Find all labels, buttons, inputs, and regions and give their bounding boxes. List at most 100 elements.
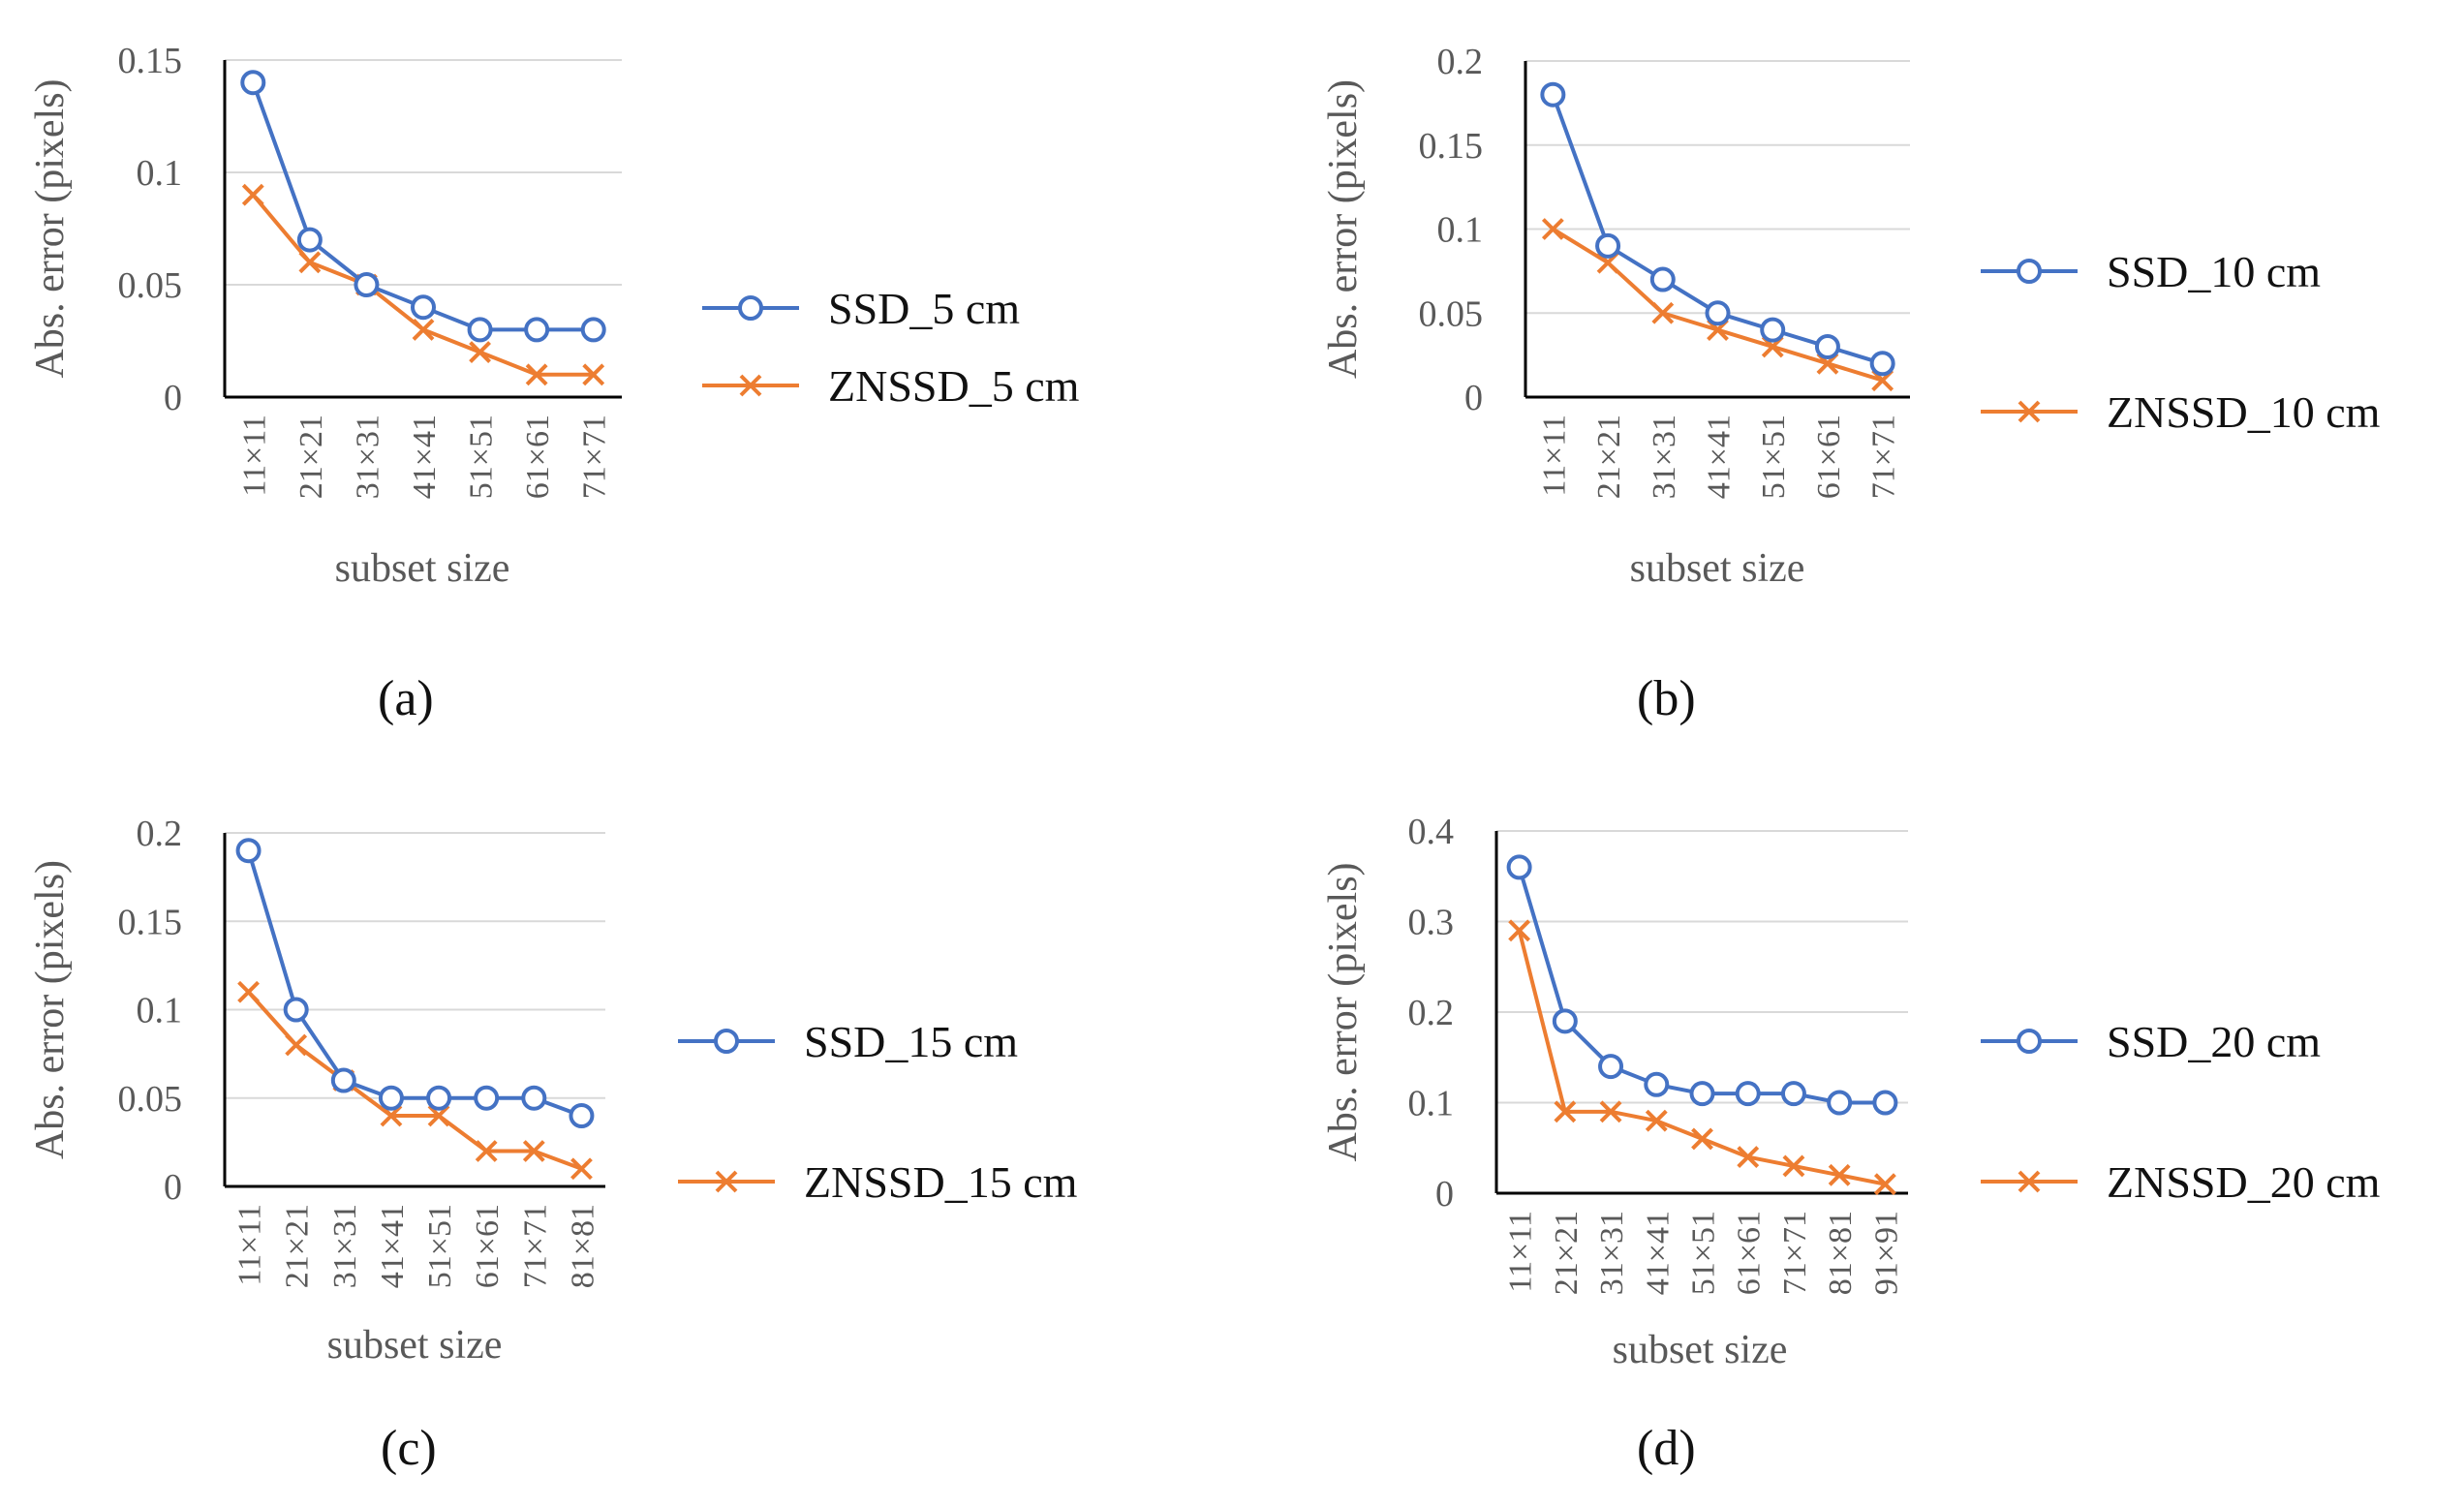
x-tick-label: 21×21 [280,1204,316,1288]
x-tick-label: 71×71 [1866,415,1902,499]
legend-label: ZNSSD_5 cm [828,361,1080,411]
data-point-znssd [1651,301,1675,324]
data-point-znssd [1782,1154,1805,1178]
data-point-ssd [580,317,606,343]
y-tick-label: 0.4 [1408,812,1455,852]
y-tick-label: 0.1 [1408,1084,1455,1124]
data-point-znssd [427,1104,450,1127]
legend-marker [2017,259,2042,284]
data-point-znssd [1828,1163,1851,1186]
y-tick-label: 0 [164,378,182,418]
x-tick-label: 61×61 [1811,415,1847,499]
y-tick-label: 0.05 [118,1079,183,1120]
legend-marker [738,295,763,321]
data-point-ssd [1780,1081,1806,1107]
y-tick-label: 0 [164,1167,182,1208]
x-tick-label: 21×21 [293,415,329,499]
y-tick-label: 0.2 [137,814,183,854]
y-tick-label: 0.15 [1419,126,1484,167]
data-point-ssd [330,1067,356,1093]
data-point-ssd [235,838,262,864]
x-tick-label: 61×61 [470,1204,506,1288]
y-axis-title: Abs. error (pixels) [1321,79,1366,379]
panel-label-a: (a) [378,671,434,726]
data-point-znssd [298,251,322,274]
chart-panel-d: 0 0.1 0.2 0.3 0.4 11×11 21×21 31×31 41×41 51×51 61… [1321,812,2381,1372]
x-tick-label: 51×51 [1756,415,1792,499]
x-tick-label: 41×41 [407,415,443,499]
y-tick-label: 0 [1435,1174,1454,1215]
data-point-ssd [524,317,550,343]
y-tick-label: 0.1 [137,991,183,1031]
legend-marker [2017,1170,2041,1193]
y-axis-title: Abs. error (pixels) [28,860,73,1159]
y-tick-label: 0 [1464,378,1483,418]
data-point-znssd [241,183,264,206]
legend-label: SSD_10 cm [2107,247,2321,296]
x-axis-title: subset size [1613,1328,1788,1372]
x-tick-label: 71×71 [517,1204,553,1288]
data-point-znssd [582,363,605,386]
data-point-ssd [296,227,323,253]
x-tick-label: 41×41 [1640,1211,1676,1295]
data-point-ssd [1872,1090,1898,1116]
data-point-ssd [467,317,493,343]
y-tick-label: 0.15 [118,902,183,942]
data-point-znssd [1508,919,1531,942]
data-point-ssd [378,1085,404,1111]
data-point-ssd [1869,351,1895,377]
x-tick-label: 71×71 [577,415,613,499]
data-point-ssd [1598,1054,1624,1080]
x-tick-label: 31×31 [327,1204,363,1288]
x-tick-label: 61×61 [1732,1211,1768,1295]
y-tick-label: 0.05 [118,265,183,306]
data-point-znssd [1691,1127,1713,1151]
x-tick-label: 21×21 [1549,1211,1585,1295]
data-point-ssd [1595,232,1621,259]
data-point-znssd [522,1140,545,1162]
data-point-znssd [525,363,548,386]
chart-panel-a: 0 0.05 0.1 0.15 11×11 21×21 31×31 41×41 51×51 61×… [28,41,1080,591]
x-tick-label: 41×41 [1702,415,1738,499]
panel-label-d: (d) [1637,1421,1696,1476]
data-point-ssd [1689,1081,1715,1107]
data-point-znssd [1873,1173,1896,1196]
chart-panel-c: 0 0.05 0.1 0.15 0.2 11×11 21×21 31×31 41×41 51×51… [28,814,1078,1368]
x-tick-label: 61×61 [520,415,556,499]
legend-marker [2017,400,2041,423]
x-axis-title: subset size [335,546,510,591]
y-tick-label: 0.2 [1408,993,1455,1033]
data-point-znssd [237,980,260,1003]
x-tick-label: 31×31 [1594,1211,1630,1295]
chart-panel-b: 0 0.05 0.1 0.15 0.2 11×11 21×21 31×31 41×41 51×51… [1321,42,2381,591]
series-line-ssd [1517,866,1886,1105]
legend-label: ZNSSD_20 cm [2107,1157,2381,1207]
x-tick-label: 41×41 [375,1204,411,1288]
legend-label: SSD_20 cm [2107,1017,2321,1066]
y-tick-label: 0.05 [1419,293,1484,334]
data-point-ssd [1705,300,1731,326]
x-tick-label: 21×21 [1591,415,1627,499]
legend-label: ZNSSD_10 cm [2107,387,2381,437]
data-point-ssd [411,294,436,321]
x-tick-label: 11×11 [232,1204,268,1286]
data-point-znssd [412,318,435,341]
series-line-ssd [246,849,583,1118]
panel-label-b: (b) [1637,671,1696,726]
data-point-ssd [1506,854,1532,880]
x-tick-label: 71×71 [1777,1211,1813,1295]
data-point-ssd [240,70,266,96]
y-axis-title: Abs. error (pixels) [1321,862,1366,1161]
x-tick-label: 51×51 [464,415,500,499]
legend-label: ZNSSD_15 cm [804,1157,1078,1207]
x-tick-label: 81×81 [1823,1211,1859,1295]
data-point-znssd [1599,1100,1622,1123]
x-tick-label: 11×11 [1503,1211,1539,1293]
data-point-ssd [1644,1071,1670,1097]
data-point-ssd [1814,333,1840,359]
x-tick-label: 31×31 [1647,415,1682,499]
legend-marker [739,374,762,397]
data-point-znssd [1645,1109,1668,1132]
data-point-znssd [1737,1146,1760,1169]
data-point-znssd [469,341,491,364]
